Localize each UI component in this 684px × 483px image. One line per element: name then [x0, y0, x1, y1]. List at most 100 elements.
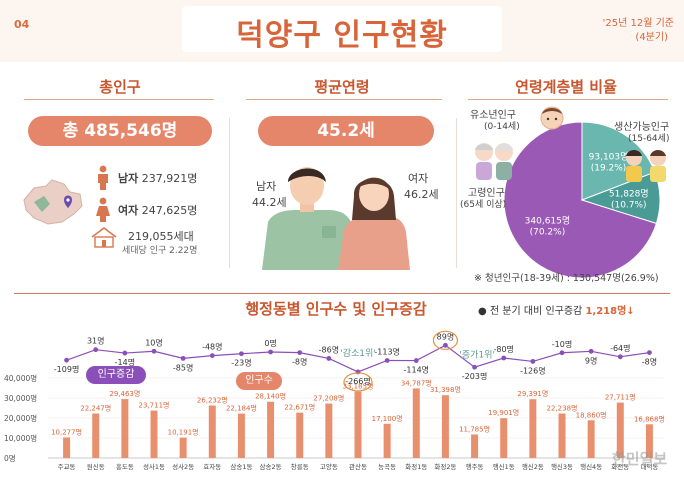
- change-point: [413, 358, 419, 363]
- category-label: 행신1동: [493, 462, 515, 471]
- change-point: [472, 364, 477, 370]
- change-value-label: -8명: [292, 357, 307, 367]
- elderly-range: (65세 이상): [460, 200, 507, 210]
- male-icon: [98, 165, 108, 190]
- bar-관산동: [354, 391, 362, 458]
- change-point: [209, 353, 215, 358]
- working-range: (15-64세): [628, 134, 670, 144]
- age-heading: 평균연령: [314, 78, 370, 96]
- title-box: [182, 6, 502, 52]
- change-point: [93, 347, 99, 353]
- change-point: [326, 356, 332, 361]
- per-household: 세대당 인구 2.22명: [122, 246, 198, 256]
- category-label: 성사1동: [143, 462, 165, 471]
- category-label: 행신3동: [551, 462, 573, 471]
- change-note-value: 1,218명↓: [585, 306, 635, 317]
- legend-change: 인구증감: [86, 366, 146, 384]
- bar-value-label: 31,398명: [430, 385, 461, 394]
- date-line-1: '25년 12월 기준: [602, 18, 674, 29]
- category-label: 행신2동: [522, 462, 544, 471]
- total-heading: 총인구: [99, 78, 141, 96]
- watermark: 한민일보: [612, 450, 668, 468]
- change-point: [443, 342, 448, 348]
- bar-value-label: 11,785명: [459, 424, 490, 433]
- change-value-label: -10명: [552, 339, 572, 349]
- male-label: 남자: [118, 172, 139, 185]
- pie-value-label: (70.2%): [530, 227, 566, 237]
- change-point: [647, 350, 652, 355]
- male-row: 남자 237,921명: [118, 170, 197, 186]
- bar-효자동: [208, 405, 216, 458]
- change-value-label: -80명: [493, 344, 513, 354]
- age-male-value: 44.2세: [252, 196, 287, 209]
- category-label: 효자동: [203, 462, 221, 471]
- category-label: 관산동: [349, 462, 367, 471]
- change-point: [588, 348, 594, 354]
- district-chart: 40,000명 30,000명 20,000명 10,000명 0명 10,277명주교동…: [4, 330, 665, 471]
- decrease-callout: '감소1위': [340, 347, 376, 359]
- bar-value-label: 18,860명: [576, 410, 607, 419]
- category-label: 화정2동: [434, 462, 456, 471]
- category-label: 행신4동: [580, 462, 602, 471]
- change-point: [151, 348, 157, 354]
- bar-삼송1동: [237, 413, 245, 458]
- bar-화정1동: [412, 388, 420, 458]
- page-title: 덕양구 인구현황: [236, 18, 448, 53]
- change-value-label: 10명: [145, 337, 163, 347]
- age-underline: [246, 99, 442, 100]
- female-label: 여자: [118, 204, 139, 217]
- y-tick-label: 40,000명: [4, 373, 37, 383]
- bar-value-label: 19,901명: [488, 408, 519, 417]
- bar-성사1동: [150, 410, 158, 458]
- bar-value-label: 22,184명: [226, 404, 257, 413]
- category-label: 주교동: [58, 463, 76, 471]
- bar-value-label: 29,463명: [109, 389, 140, 398]
- change-point: [122, 350, 128, 356]
- bar-value-label: 27,208명: [313, 394, 344, 403]
- category-label: 원신동: [87, 462, 105, 471]
- change-value-label: -64명: [610, 343, 630, 353]
- change-point: [501, 355, 507, 361]
- change-value-label: -23명: [231, 358, 251, 368]
- district-heading: 행정동별 인구수 및 인구증감: [245, 300, 427, 318]
- bar-창릉동: [296, 412, 304, 458]
- category-label: 흥도동: [116, 462, 134, 471]
- change-point: [64, 357, 69, 363]
- category-label: 고양동: [320, 463, 338, 471]
- increase-highlight: [432, 330, 459, 350]
- age-ratio-pie-chart: 340,615명(70.2%) 93,103명(19.2%) 51,828명(10.…: [503, 121, 661, 279]
- y-tick-label: 0명: [4, 453, 16, 463]
- age-value-pill: 45.2세: [258, 116, 434, 146]
- y-tick-label: 30,000명: [4, 393, 37, 403]
- bar-value-label: 17,100명: [372, 414, 403, 423]
- female-icon: [96, 197, 110, 222]
- date-line-2: (4분기): [635, 32, 668, 43]
- change-value-label: -85명: [173, 362, 193, 372]
- bar-value-label: 26,232명: [197, 396, 228, 405]
- pie-value-label: 51,828명: [609, 189, 649, 200]
- divider-1: [229, 118, 230, 268]
- category-label: 능곡동: [378, 463, 396, 471]
- change-value-label: -86명: [319, 344, 339, 354]
- bar-성사2동: [179, 437, 187, 458]
- bar-주교동: [63, 437, 71, 458]
- change-value-label: 31명: [87, 336, 105, 346]
- total-underline: [24, 99, 214, 100]
- divider-2: [456, 118, 457, 268]
- bar-행신4동: [587, 420, 595, 458]
- ratio-heading: 연령계층별 비율: [515, 78, 617, 96]
- bar-value-label: 23,711명: [139, 401, 170, 410]
- category-label: 대덕동: [640, 462, 658, 471]
- female-row: 여자 247,625명: [118, 202, 197, 218]
- age-female-value: 46.2세: [404, 188, 439, 201]
- change-value-label: -48명: [202, 342, 222, 352]
- change-point: [384, 358, 390, 363]
- category-label: 창릉동: [291, 463, 309, 471]
- change-point: [355, 369, 361, 375]
- change-note-prefix: ● 전 분기 대비 인구증감: [478, 306, 583, 317]
- bar-value-label: 33,185명: [343, 382, 374, 391]
- bar-삼송2동: [267, 401, 275, 458]
- legend-population: 인구수: [236, 372, 282, 390]
- increase-callout: '증가1위': [459, 349, 495, 360]
- change-point: [617, 354, 623, 360]
